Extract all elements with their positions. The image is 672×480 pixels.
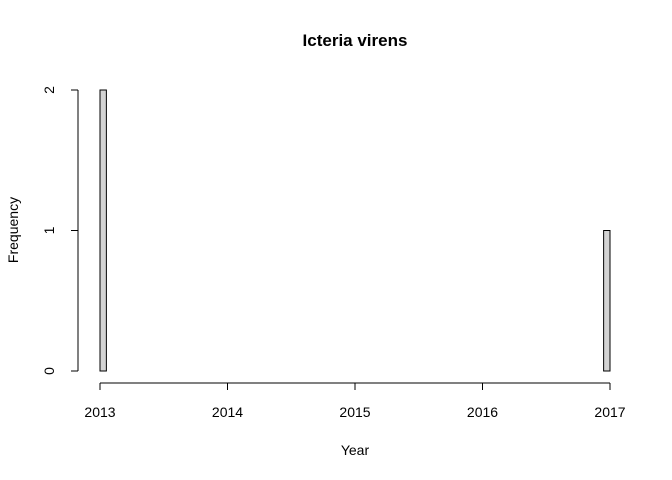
x-axis-label: Year	[341, 442, 370, 458]
y-axis: 0 1 2	[41, 86, 79, 375]
x-tick-label: 2017	[594, 404, 625, 420]
histogram-bar	[603, 230, 611, 372]
x-tick-label: 2013	[84, 404, 115, 420]
y-axis-label: Frequency	[5, 197, 21, 263]
y-tick-label: 0	[41, 367, 57, 375]
x-tick-label: 2015	[339, 404, 370, 420]
histogram-bar	[99, 89, 107, 372]
chart-title: Icteria virens	[303, 31, 408, 50]
y-tick-label: 2	[41, 86, 57, 94]
bars-group	[99, 89, 611, 372]
x-tick-label: 2016	[467, 404, 498, 420]
y-tick-label: 1	[41, 226, 57, 234]
x-axis: 2013 2014 2015 2016 2017	[84, 382, 626, 420]
x-tick-label: 2014	[212, 404, 243, 420]
